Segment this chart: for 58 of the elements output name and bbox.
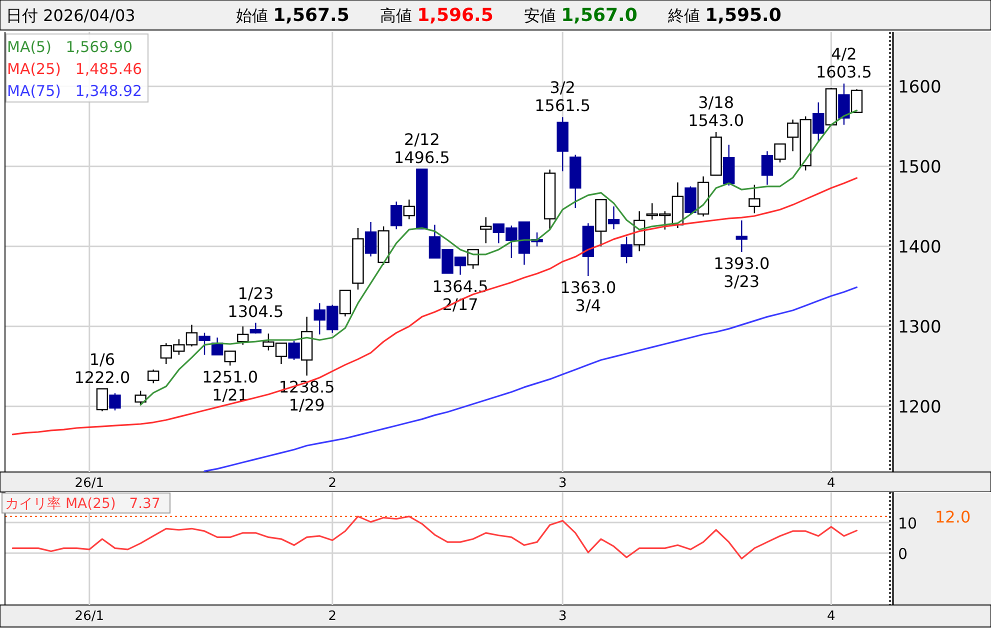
x-tick-label: 3	[558, 609, 567, 624]
candlestick	[134, 390, 146, 406]
text: MA(75) 1,348.92	[7, 82, 142, 100]
x-tick-label: 4	[827, 609, 836, 624]
candlestick	[620, 236, 632, 264]
y-tick-label: 0	[898, 545, 908, 564]
candlestick	[224, 350, 236, 366]
annotation: 1/23 1304.5	[228, 284, 284, 321]
candlestick	[198, 332, 210, 356]
y-tick-label: 1400	[898, 237, 942, 258]
x-tick-label: 26/1	[74, 476, 104, 491]
x-tick-label: 26/1	[74, 609, 104, 624]
candlestick	[761, 150, 774, 186]
x-tick-label: 3	[558, 476, 567, 491]
annotation: 1/6 1222.0	[74, 350, 130, 387]
text: 安値 1,567.0	[524, 5, 638, 26]
candlestick	[364, 221, 377, 257]
annotation: 3/2 1561.5	[534, 78, 591, 116]
candlestick	[339, 290, 352, 317]
annotation: 1363.0 3/4	[560, 278, 616, 315]
line-series	[12, 516, 858, 560]
annotation: 4/2 1603.5	[816, 44, 872, 82]
candlestick	[480, 216, 492, 244]
chart-title: 日付 2026/04/03	[6, 6, 136, 25]
text: 始値 1,567.5	[236, 5, 350, 26]
text: MA(25) 1,485.46	[7, 60, 142, 78]
candlestick	[96, 388, 108, 412]
annotation: 2/12 1496.5	[394, 130, 450, 168]
candlestick	[467, 249, 479, 270]
annotation: 3/18 1543.0	[688, 93, 744, 130]
text: 終値 1,595.0	[667, 5, 782, 26]
y-tick-label: 1300	[898, 317, 942, 338]
candlestick	[288, 340, 300, 361]
text: 高値 1,596.5	[380, 5, 494, 26]
candlestick	[812, 102, 824, 142]
annotation: 1251.0 1/21	[202, 368, 258, 405]
candlestick	[403, 199, 415, 220]
candlestick	[148, 369, 160, 384]
candlestick	[774, 143, 786, 163]
candlestick	[736, 220, 748, 253]
y-tick-label: 1600	[898, 77, 942, 98]
candlestick	[390, 201, 402, 230]
y-tick-label: 10	[898, 514, 918, 533]
candlestick	[237, 326, 249, 346]
annotation: 1393.0 3/23	[714, 254, 770, 291]
y-tick-label: 1500	[898, 157, 942, 178]
candlestick	[748, 184, 760, 214]
candlestick	[838, 83, 850, 126]
text: MA(5) 1,569.90	[7, 38, 133, 56]
x-tick-label: 2	[328, 609, 337, 624]
chart-title: カイリ率 MA(25) 7.37	[5, 496, 160, 512]
ref-line-label: 12.0	[935, 507, 971, 526]
line-series	[12, 177, 858, 436]
y-tick-label: 1200	[898, 397, 942, 418]
x-tick-label: 2	[328, 476, 337, 491]
x-tick-label: 4	[827, 476, 836, 491]
candlestick	[109, 392, 121, 411]
candlestick	[608, 206, 620, 230]
